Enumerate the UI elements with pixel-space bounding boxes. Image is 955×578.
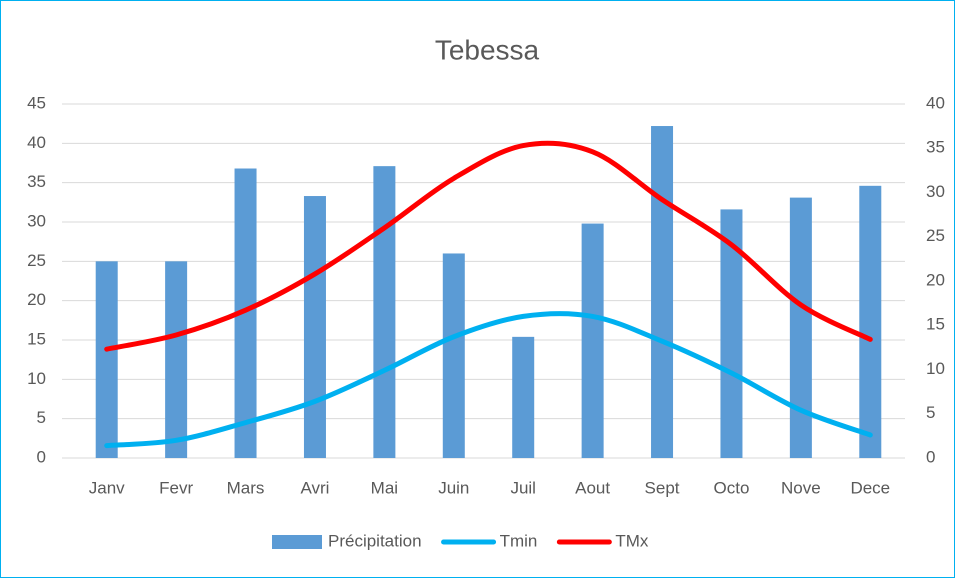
legend-label: Précipitation <box>328 531 422 550</box>
x-tick-label: Nove <box>781 478 821 497</box>
y-tick-label: 30 <box>27 211 46 230</box>
bar <box>581 223 604 458</box>
x-tick-label: Aout <box>575 478 610 497</box>
y2-tick-label: 15 <box>926 315 945 334</box>
bar <box>512 336 535 458</box>
x-tick-label: Octo <box>714 478 750 497</box>
y2-tick-label: 40 <box>926 93 945 112</box>
x-tick-label: Sept <box>645 478 680 497</box>
x-tick-label: Mars <box>227 478 265 497</box>
y2-tick-label: 5 <box>926 403 935 422</box>
y2-tick-label: 0 <box>926 447 935 466</box>
x-tick-label: Juin <box>438 478 469 497</box>
x-tick-label: Fevr <box>159 478 193 497</box>
y2-tick-label: 25 <box>926 226 945 245</box>
y-tick-label: 15 <box>27 329 46 348</box>
line-series <box>104 311 873 449</box>
bar <box>95 261 118 458</box>
x-tick-label: Avri <box>300 478 329 497</box>
bar <box>165 261 188 458</box>
legend-swatch <box>272 535 322 549</box>
bar <box>720 209 743 458</box>
y-tick-label: 40 <box>27 133 46 152</box>
y2-tick-label: 10 <box>926 359 945 378</box>
y-tick-label: 35 <box>27 172 46 191</box>
y2-tick-label: 20 <box>926 270 945 289</box>
y-tick-label: 45 <box>27 93 46 112</box>
bar <box>303 196 326 459</box>
x-tick-label: Mai <box>371 478 398 497</box>
y-tick-label: 20 <box>27 290 46 309</box>
bar <box>373 166 396 458</box>
legend-label: TMx <box>615 531 649 550</box>
line-series <box>104 140 873 352</box>
y-tick-label: 0 <box>37 447 46 466</box>
x-tick-label: Dece <box>850 478 890 497</box>
y2-tick-label: 30 <box>926 182 945 201</box>
x-tick-label: Juil <box>510 478 536 497</box>
bar <box>651 126 674 458</box>
bar <box>442 253 465 458</box>
x-tick-label: Janv <box>89 478 125 497</box>
y2-tick-label: 35 <box>926 138 945 157</box>
bar <box>789 197 812 458</box>
y-tick-label: 10 <box>27 369 46 388</box>
chart-title: Tebessa <box>435 34 540 65</box>
y-tick-label: 5 <box>37 408 46 427</box>
y-tick-label: 25 <box>27 251 46 270</box>
legend-label: Tmin <box>500 531 538 550</box>
bar <box>234 168 257 459</box>
bar <box>859 185 882 458</box>
